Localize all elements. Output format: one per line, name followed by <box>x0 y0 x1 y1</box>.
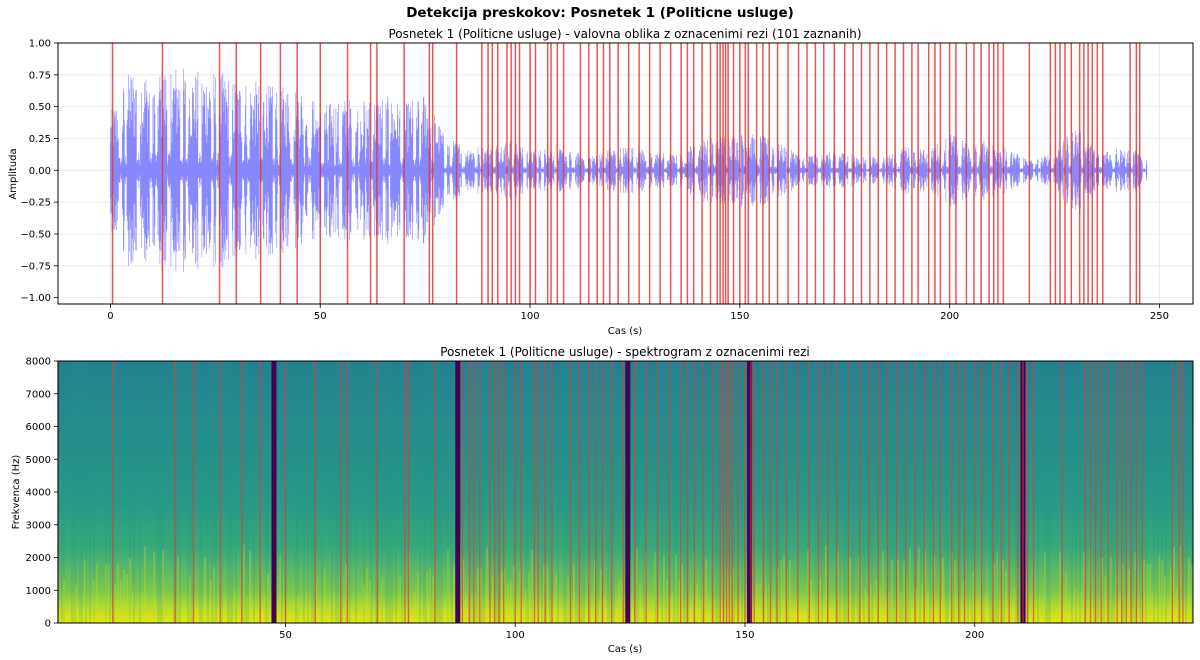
spectrogram-silence-gap <box>625 361 631 623</box>
wave-ytick-label: −1.00 <box>20 293 51 304</box>
spec-ytick-label: 1000 <box>26 586 51 597</box>
wave-xtick-label: 50 <box>314 311 327 322</box>
spec-xtick-label: 200 <box>965 630 984 641</box>
spec-xtick-label: 50 <box>279 630 292 641</box>
waveform-frame <box>57 42 1194 305</box>
spec-ytick-label: 6000 <box>26 422 51 433</box>
wave-xtick-label: 0 <box>107 311 113 322</box>
wave-ytick-label: −0.50 <box>20 229 51 240</box>
wave-ytick-label: 0.75 <box>29 70 51 81</box>
wave-ytick-label: 0.50 <box>29 102 51 113</box>
spec-ytick-label: 0 <box>45 619 51 630</box>
wave-xtick-label: 200 <box>940 311 959 322</box>
figure-suptitle: Detekcija preskokov: Posnetek 1 (Politic… <box>406 5 794 21</box>
waveform-plot: 0 50 100 150 200 250 1.00 0.75 0.50 0.25 0.00 −0.25… <box>20 39 1193 322</box>
wave-ytick-label: −0.75 <box>20 261 51 272</box>
spec-ytick-label: 7000 <box>26 389 51 400</box>
spec-xtick-label: 150 <box>735 630 754 641</box>
wave-xtick-label: 100 <box>520 311 539 322</box>
spectrogram-silence-gap <box>271 361 277 623</box>
spec-ytick-label: 4000 <box>26 488 51 499</box>
spectrogram-ylabel: Frekvenca (Hz) <box>11 455 22 530</box>
spectrogram-frame <box>57 360 1194 624</box>
spec-ytick-label: 5000 <box>26 455 51 466</box>
spec-xtick-label: 100 <box>506 630 525 641</box>
spec-ytick-label: 2000 <box>26 553 51 564</box>
waveform-xlabel: Cas (s) <box>608 326 643 337</box>
wave-xtick-label: 150 <box>730 311 749 322</box>
waveform-ylabel: Amplituda <box>8 148 19 199</box>
spectrogram-silence-gap <box>455 361 461 623</box>
spectrogram-xlabel: Cas (s) <box>608 644 643 655</box>
spec-ytick-label: 3000 <box>26 520 51 531</box>
waveform-title: Posnetek 1 (Politicne usluge) - valovna … <box>388 27 861 41</box>
spectrogram-silence-gap <box>747 361 753 623</box>
wave-ytick-label: 0.00 <box>29 166 51 177</box>
wave-ytick-label: 1.00 <box>29 39 51 50</box>
spectrogram-title: Posnetek 1 (Politicne usluge) - spektrog… <box>440 345 810 359</box>
wave-xtick-label: 250 <box>1150 311 1169 322</box>
spectrogram-plot: 50 100 150 20001000200030004000500060007000… <box>26 357 1193 641</box>
spec-ytick-label: 8000 <box>26 357 51 368</box>
wave-ytick-label: −0.25 <box>20 198 51 209</box>
wave-ytick-label: 0.25 <box>29 134 51 145</box>
